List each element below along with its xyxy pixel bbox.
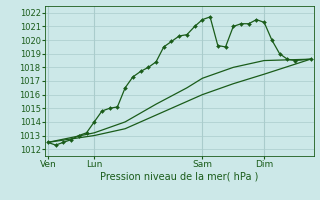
X-axis label: Pression niveau de la mer( hPa ): Pression niveau de la mer( hPa ) — [100, 172, 258, 182]
